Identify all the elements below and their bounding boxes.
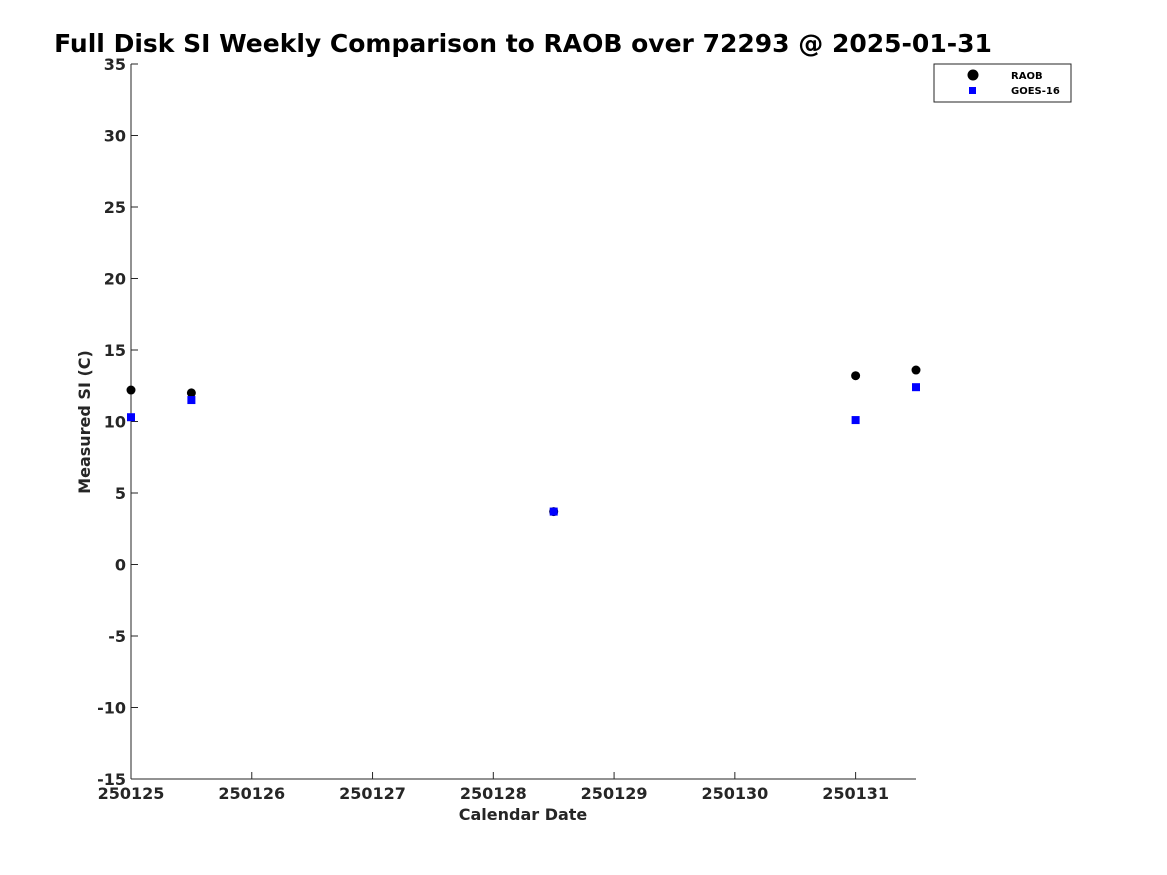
chart-title: Full Disk SI Weekly Comparison to RAOB o… bbox=[54, 29, 992, 58]
y-tick-label: -15 bbox=[97, 770, 126, 789]
x-tick-label: 250130 bbox=[701, 784, 768, 803]
y-tick-label: -5 bbox=[108, 627, 126, 646]
y-axis-ticks: -15 -10 -5 0 5 10 15 20 25 30 35 bbox=[97, 55, 138, 789]
y-tick-label: 10 bbox=[104, 413, 126, 432]
x-tick-label: 250126 bbox=[218, 784, 285, 803]
y-tick-label: 15 bbox=[104, 341, 126, 360]
goes16-point bbox=[187, 396, 196, 405]
raob-point bbox=[126, 385, 136, 395]
raob-point bbox=[186, 388, 196, 398]
x-tick-label: 250127 bbox=[339, 784, 406, 803]
x-axis-label: Calendar Date bbox=[459, 805, 588, 824]
legend: RAOB GOES-16 bbox=[933, 63, 1072, 103]
y-tick-label: 35 bbox=[104, 55, 126, 74]
goes16-point bbox=[549, 507, 558, 516]
x-tick-label: 250128 bbox=[460, 784, 527, 803]
y-tick-label: 5 bbox=[115, 484, 126, 503]
y-tick-label: 25 bbox=[104, 198, 126, 217]
goes16-point bbox=[851, 416, 860, 425]
y-axis-label: Measured SI (C) bbox=[75, 350, 94, 494]
data-series bbox=[126, 365, 921, 517]
legend-box bbox=[933, 63, 1072, 103]
raob-point bbox=[851, 371, 861, 381]
y-tick-label: 20 bbox=[104, 270, 126, 289]
legend-raob-label: RAOB bbox=[1011, 71, 1043, 82]
x-axis-ticks: 250125 250126 250127 250128 250129 250130 2501… bbox=[98, 772, 889, 803]
legend-raob-marker bbox=[967, 69, 979, 81]
legend-goes16-marker bbox=[969, 87, 976, 94]
raob-point bbox=[911, 365, 921, 375]
y-tick-label: 0 bbox=[115, 556, 126, 575]
legend-goes16-label: GOES-16 bbox=[1011, 86, 1060, 97]
x-tick-label: 250129 bbox=[581, 784, 648, 803]
x-tick-label: 250125 bbox=[98, 784, 165, 803]
y-tick-label: -10 bbox=[97, 699, 126, 718]
x-tick-label: 250131 bbox=[822, 784, 889, 803]
y-tick-label: 30 bbox=[104, 127, 126, 146]
plot-area bbox=[130, 64, 916, 780]
goes16-point bbox=[912, 383, 920, 392]
goes16-point bbox=[127, 413, 135, 422]
